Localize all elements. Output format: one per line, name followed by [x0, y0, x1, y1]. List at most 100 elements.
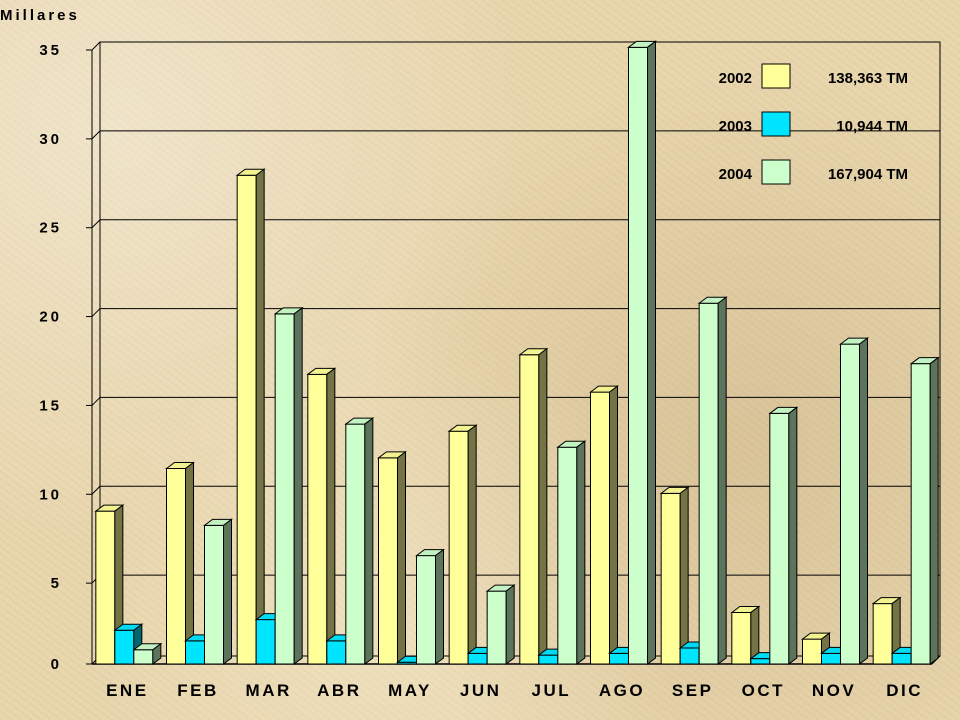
bar-front	[609, 652, 629, 665]
legend-swatch-2004	[761, 159, 791, 185]
bar-front	[538, 654, 559, 665]
bar-front	[698, 302, 719, 665]
bar-side	[576, 440, 586, 665]
x-axis-labels: ENE FEB MAR ABR MAY JUN JUL AGO SEP OCT NOV DIC	[106, 681, 923, 700]
gridline	[91, 485, 101, 495]
bar-2004-NOV	[839, 337, 869, 665]
bar-front	[821, 652, 841, 665]
bar-front	[731, 611, 752, 665]
y-tick-label: 30	[39, 131, 62, 148]
gridline	[91, 397, 101, 406]
bars	[94, 40, 940, 665]
bar-side	[679, 486, 689, 665]
legend-year-2004: 2004	[719, 166, 753, 183]
bar-front	[557, 446, 578, 665]
x-tick-label-sep: SEP	[672, 681, 714, 700]
bar-side	[647, 40, 656, 665]
bar-2002-FEB	[165, 461, 195, 665]
legend-swatch-2003	[761, 111, 791, 137]
bar-2004-MAY	[415, 548, 445, 665]
bar-front	[345, 423, 366, 665]
bar-2002-AGO	[589, 385, 619, 665]
bar-2004-OCT	[768, 406, 799, 665]
x-tick-label-ago: AGO	[599, 681, 645, 700]
bar-front	[307, 373, 328, 665]
bar-front	[519, 354, 540, 665]
bar-side	[538, 347, 548, 665]
x-tick-label-jun: JUN	[460, 681, 502, 700]
bar-front	[910, 363, 931, 665]
y-tick-label: 5	[51, 575, 62, 592]
bar-side	[788, 406, 798, 665]
bar-front	[590, 391, 610, 665]
bar-front	[204, 524, 224, 665]
legend-year-2002: 2002	[719, 70, 752, 87]
x-tick-label-nov: NOV	[812, 681, 856, 700]
gridline	[91, 219, 101, 229]
bar-front	[840, 343, 860, 665]
bar-2002-JUN	[447, 424, 478, 665]
bar-2004-MAR	[273, 306, 304, 665]
x-tick-label-may: MAY	[388, 681, 432, 700]
y-tick-label: 0	[51, 656, 62, 673]
bar-2004-SEP	[697, 296, 728, 665]
bar-2002-DIC	[871, 596, 902, 665]
bar-2004-FEB	[203, 518, 233, 665]
legend-total-2004: 167,904 TM	[828, 166, 908, 183]
bar-2004-JUL	[556, 440, 587, 665]
y-axis-ticks: 0 5 10 15 20 25 30 35	[39, 42, 92, 673]
gridlines	[91, 41, 940, 584]
bar-2004-ENE	[132, 642, 163, 665]
bar-2002-ENE	[94, 504, 125, 665]
gridline	[91, 41, 101, 51]
bar-front	[802, 638, 822, 665]
bar-side	[859, 337, 868, 665]
bar-front	[95, 510, 116, 665]
y-tick-label: 25	[39, 220, 62, 237]
bar-2002-MAR	[235, 168, 266, 665]
bar-side	[435, 548, 444, 665]
bar-front	[236, 174, 257, 665]
bar-front	[114, 629, 135, 665]
gridline	[91, 130, 101, 140]
y-axis-unit-label: Millares	[0, 7, 80, 24]
bar-front	[660, 492, 681, 665]
bar-side	[255, 168, 265, 665]
bar-2004-DIC	[909, 356, 940, 665]
x-tick-label-mar: MAR	[246, 681, 292, 700]
bar-front	[255, 619, 276, 665]
bar-2004-AGO	[627, 40, 657, 665]
x-tick-label-oct: OCT	[742, 681, 785, 700]
bar-front	[166, 468, 186, 665]
legend: 2002 138,363 TM 2003 10,944 TM 2004 167,904 T…	[719, 63, 908, 185]
bar-side	[223, 518, 232, 665]
bar-front	[133, 649, 154, 665]
gridline	[91, 308, 101, 317]
x-tick-label-abr: ABR	[317, 681, 361, 700]
x-tick-label-ene: ENE	[106, 681, 148, 700]
bar-side	[293, 306, 303, 665]
bar-front	[416, 555, 436, 665]
legend-total-2003: 10,944 TM	[836, 118, 908, 135]
bar-2002-JUL	[518, 347, 549, 665]
bar-front	[378, 457, 398, 665]
bar-front	[326, 640, 347, 665]
bar-side	[152, 642, 162, 665]
legend-swatch-2002	[761, 63, 791, 89]
bar-front	[467, 652, 488, 665]
bar-2004-ABR	[344, 417, 375, 665]
y-tick-label: 35	[39, 42, 62, 59]
bar-side	[505, 584, 515, 665]
x-tick-label-jul: JUL	[532, 681, 572, 700]
bar-side	[467, 424, 477, 665]
y-tick-label: 20	[39, 309, 62, 326]
y-tick-label: 15	[39, 397, 62, 414]
x-tick-label-dic: DIC	[886, 681, 923, 700]
bar-front	[628, 46, 648, 665]
bar-side	[609, 385, 618, 665]
bar-front	[679, 647, 700, 665]
bar-front	[750, 658, 771, 665]
legend-year-2003: 2003	[719, 118, 752, 135]
bar-front	[891, 652, 912, 665]
